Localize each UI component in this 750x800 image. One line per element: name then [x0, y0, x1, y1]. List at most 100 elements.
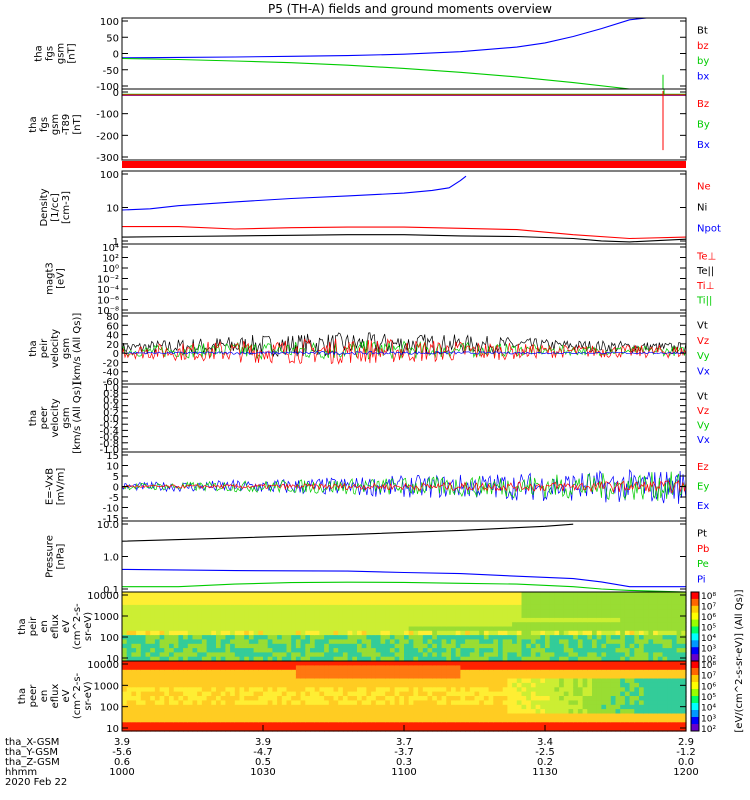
heatmap-cell	[385, 635, 391, 640]
heatmap-cell	[620, 635, 626, 640]
heatmap-cell	[338, 726, 344, 732]
heatmap-cell	[540, 635, 546, 640]
heatmap-cell	[545, 656, 551, 662]
heatmap-cell	[592, 600, 598, 606]
heatmap-cell	[258, 609, 264, 615]
heatmap-cell	[436, 726, 443, 732]
heatmap-cell	[535, 717, 541, 723]
heatmap-cell	[530, 656, 537, 662]
heatmap-cell	[432, 622, 438, 628]
heatmap-cell	[498, 665, 504, 671]
heatmap-cell	[427, 622, 433, 628]
heatmap-cell	[469, 609, 476, 615]
heatmap-cell	[201, 669, 208, 675]
heatmap-cell	[408, 622, 414, 628]
heatmap-cell	[131, 592, 137, 597]
heatmap-cell	[319, 661, 325, 666]
heatmap-cell	[554, 717, 560, 723]
heatmap-cell	[573, 635, 579, 640]
heatmap-cell	[568, 604, 574, 610]
heatmap-cell	[465, 613, 471, 619]
heatmap-cell	[657, 630, 664, 636]
ephemeris-value: 0.5	[255, 757, 271, 768]
heatmap-cell	[310, 691, 316, 697]
heatmap-cell	[465, 678, 471, 684]
y-tick-label: 10	[106, 724, 119, 735]
heatmap-cell	[639, 630, 645, 636]
heatmap-cell	[573, 704, 579, 710]
heatmap-cell	[126, 639, 132, 645]
heatmap-cell	[380, 604, 386, 610]
heatmap-cell	[145, 726, 151, 732]
heatmap-cell	[131, 704, 137, 710]
heatmap-cell	[634, 600, 640, 606]
heatmap-cell	[192, 722, 198, 728]
heatmap-cell	[234, 592, 241, 597]
heatmap-cell	[361, 696, 367, 701]
heatmap-cell	[413, 596, 419, 602]
heatmap-cell	[201, 661, 208, 666]
heatmap-cell	[154, 674, 161, 680]
heatmap-cell	[535, 648, 541, 653]
heatmap-cell	[225, 600, 231, 606]
heatmap-cell	[324, 713, 330, 719]
heatmap-cell	[291, 678, 297, 684]
heatmap-cell	[507, 596, 513, 602]
heatmap-cell	[427, 717, 433, 723]
heatmap-cell	[592, 622, 598, 628]
heatmap-cell	[606, 635, 612, 640]
heatmap-cell	[244, 726, 250, 732]
heatmap-cell	[159, 630, 165, 636]
heatmap-cell	[563, 722, 570, 728]
heatmap-cell	[545, 604, 551, 610]
heatmap-cell	[244, 656, 250, 662]
heatmap-cell	[375, 696, 382, 701]
heatmap-cell	[469, 600, 476, 606]
heatmap-cell	[483, 665, 490, 671]
heatmap-cell	[281, 674, 288, 680]
heatmap-cell	[436, 613, 443, 619]
heatmap-cell	[657, 648, 664, 653]
heatmap-cell	[624, 678, 631, 684]
heatmap-cell	[140, 639, 147, 645]
heatmap-cell	[197, 669, 203, 675]
heatmap-cell	[540, 682, 546, 688]
heatmap-cell	[413, 626, 419, 632]
heatmap-cell	[248, 626, 255, 632]
heatmap-cell	[183, 696, 189, 701]
heatmap-cell	[371, 643, 377, 649]
heatmap-cell	[352, 674, 358, 680]
heatmap-cell	[662, 696, 668, 701]
heatmap-cell	[258, 713, 264, 719]
heatmap-cell	[357, 609, 363, 615]
heatmap-cell	[592, 656, 598, 662]
heatmap-cell	[216, 656, 222, 662]
heatmap-cell	[136, 700, 142, 706]
heatmap-cell	[286, 661, 292, 666]
heatmap-cell	[361, 635, 367, 640]
heatmap-cell	[319, 713, 325, 719]
heatmap-cell	[507, 726, 513, 732]
heatmap-cell	[150, 678, 156, 684]
heatmap-cell	[662, 656, 668, 662]
heatmap-cell	[479, 596, 485, 602]
heatmap-cell	[126, 669, 132, 675]
heatmap-cell	[413, 717, 419, 723]
heatmap-cell	[488, 661, 494, 666]
heatmap-cell	[498, 700, 504, 706]
y-tick-label: 0.6	[103, 395, 119, 406]
heatmap-cell	[488, 648, 494, 653]
heatmap-cell	[230, 600, 236, 606]
heatmap-cell	[234, 661, 241, 666]
heatmap-cell	[512, 709, 518, 715]
heatmap-cell	[164, 617, 170, 623]
heatmap-cell	[187, 635, 194, 640]
heatmap-cell	[620, 626, 626, 632]
heatmap-cell	[563, 643, 570, 649]
heatmap-cell	[615, 682, 621, 688]
heatmap-cell	[342, 665, 349, 671]
heatmap-cell	[634, 613, 640, 619]
heatmap-cell	[601, 639, 607, 645]
heatmap-cell	[291, 639, 297, 645]
heatmap-cell	[206, 722, 212, 728]
